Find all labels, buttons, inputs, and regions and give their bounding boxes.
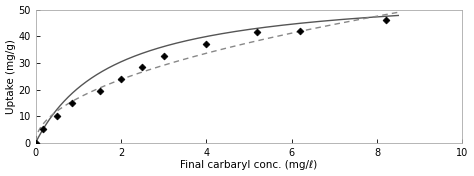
X-axis label: Final carbaryl conc. (mg/ℓ): Final carbaryl conc. (mg/ℓ) [180, 161, 318, 170]
Y-axis label: Uptake (mg/g): Uptake (mg/g) [6, 39, 16, 114]
